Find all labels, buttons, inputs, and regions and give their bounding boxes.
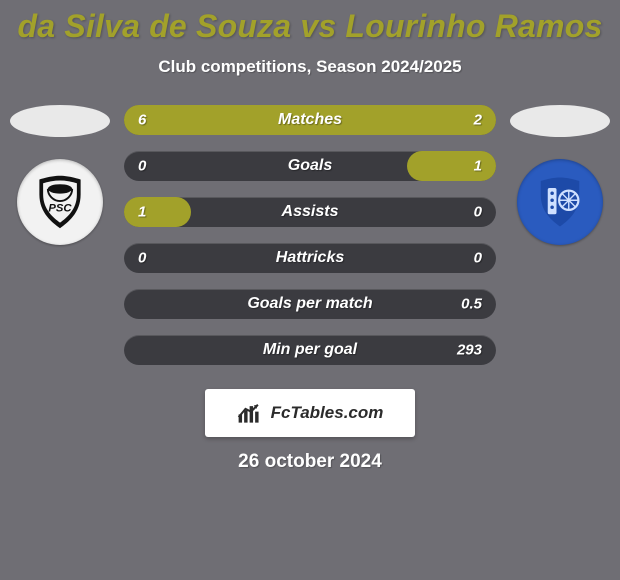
stat-bar: 293 Min per goal xyxy=(124,335,496,365)
stat-value-right: 0.5 xyxy=(461,296,482,313)
club-badge-right xyxy=(517,159,603,245)
stat-value-right: 0 xyxy=(474,250,482,267)
stat-value-left: 0 xyxy=(138,158,146,175)
stat-bars: 6 2 Matches 0 1 Goals 1 0 Assists 0 0 Hattricks 0.5 G… xyxy=(124,105,496,365)
branding-text: FcTables.com xyxy=(271,403,384,423)
footer-date: 26 october 2024 xyxy=(0,451,620,473)
stat-label: Matches xyxy=(278,111,342,129)
stat-value-left: 6 xyxy=(138,112,146,129)
subtitle: Club competitions, Season 2024/2025 xyxy=(0,57,620,77)
stat-fill-left xyxy=(124,197,191,227)
stat-label: Assists xyxy=(282,203,339,221)
player-silhouette-right xyxy=(510,105,610,137)
page-title: da Silva de Souza vs Lourinho Ramos xyxy=(0,0,620,45)
stat-value-right: 293 xyxy=(457,342,482,359)
stat-bar: 0.5 Goals per match xyxy=(124,289,496,319)
stat-label: Goals per match xyxy=(247,295,372,313)
club-crest-right-icon xyxy=(532,174,588,230)
club-crest-left-icon: PSC xyxy=(30,172,90,232)
stat-label: Goals xyxy=(288,157,332,175)
branding-chart-icon xyxy=(237,402,265,424)
main-area: PSC 6 2 Matches 0 1 Goals 1 0 Assists 0 0 Hattricks… xyxy=(0,105,620,365)
svg-text:PSC: PSC xyxy=(48,202,72,214)
stat-bar: 1 0 Assists xyxy=(124,197,496,227)
stat-value-left: 0 xyxy=(138,250,146,267)
player-right-column xyxy=(510,105,610,245)
stat-bar: 0 1 Goals xyxy=(124,151,496,181)
stat-label: Hattricks xyxy=(276,249,344,267)
stat-value-right: 2 xyxy=(474,112,482,129)
stat-fill-right xyxy=(407,151,496,181)
comparison-card: da Silva de Souza vs Lourinho Ramos Club… xyxy=(0,0,620,580)
stat-bar: 6 2 Matches xyxy=(124,105,496,135)
stat-value-left: 1 xyxy=(138,204,146,221)
stat-value-right: 0 xyxy=(474,204,482,221)
stat-value-right: 1 xyxy=(474,158,482,175)
branding-badge[interactable]: FcTables.com xyxy=(205,389,415,437)
stat-bar: 0 0 Hattricks xyxy=(124,243,496,273)
player-silhouette-left xyxy=(10,105,110,137)
player-left-column: PSC xyxy=(10,105,110,245)
stat-label: Min per goal xyxy=(263,341,357,359)
club-badge-left: PSC xyxy=(17,159,103,245)
